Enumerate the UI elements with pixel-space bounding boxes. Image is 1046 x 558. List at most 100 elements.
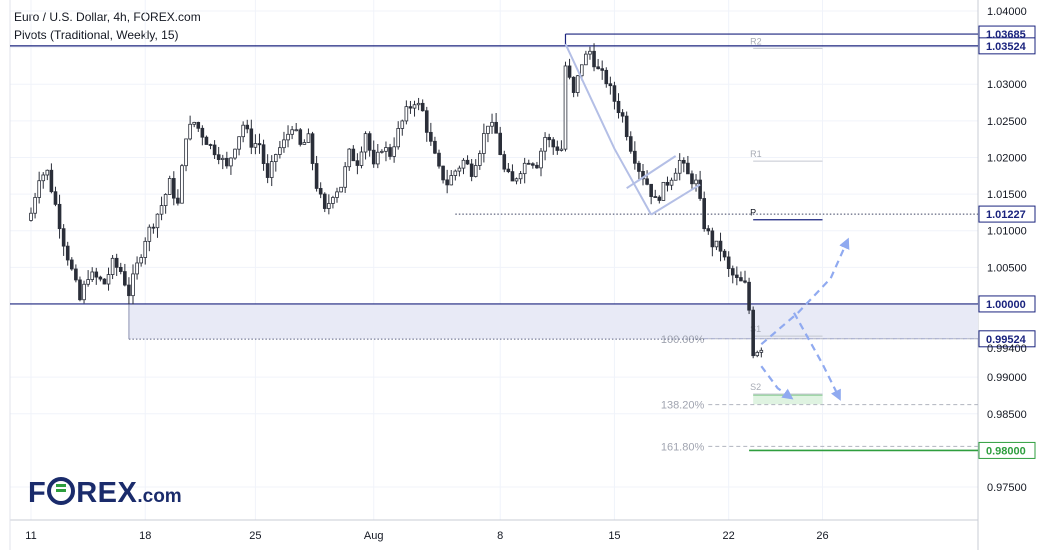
candle-body [641, 171, 645, 180]
candle [135, 256, 139, 280]
candle-body [388, 147, 392, 157]
candle [535, 161, 539, 169]
candle-body [249, 128, 254, 148]
candle-body [184, 138, 188, 167]
candle [139, 254, 143, 267]
last-price-label: 0.99400 [987, 343, 1027, 355]
candle [559, 140, 564, 152]
candle [510, 164, 515, 182]
candle [298, 128, 303, 147]
candle-body [273, 154, 278, 163]
candle-body [33, 197, 37, 214]
candle [604, 67, 609, 88]
candle-body [241, 124, 245, 138]
candle-body [139, 257, 143, 264]
candle-body [229, 157, 233, 167]
price-axis: 1.040001.035001.030001.025001.020001.015… [987, 6, 1027, 494]
candle [147, 224, 152, 252]
pivot-label: R1 [750, 149, 762, 159]
price-tick-label: 1.01500 [987, 189, 1027, 201]
candle-body [661, 181, 666, 201]
candle-body [310, 133, 315, 164]
candle-body [616, 100, 621, 114]
candle-body [416, 102, 421, 106]
candle-body [445, 179, 449, 186]
candle-body [628, 136, 633, 152]
time-tick-label: 25 [249, 530, 261, 542]
candle-body [123, 271, 127, 286]
candle-body [245, 124, 250, 130]
candle-body [739, 277, 743, 282]
candle-body [502, 154, 507, 170]
candle-body [306, 133, 311, 143]
candle [94, 267, 99, 285]
candle [273, 153, 278, 172]
price-badge-label: 1.00000 [986, 299, 1026, 311]
target-zone [753, 395, 823, 405]
candle-body [649, 183, 653, 197]
candle [388, 143, 392, 160]
key-levels [10, 33, 978, 452]
candle-body [608, 83, 613, 87]
candle-body [600, 68, 604, 71]
candle [649, 183, 653, 205]
candle-body [669, 179, 674, 186]
candle-body [755, 351, 760, 357]
candle [53, 186, 58, 207]
candle [477, 150, 482, 170]
candle [176, 189, 180, 206]
candle [531, 162, 535, 169]
pivot-label: R2 [750, 36, 762, 46]
candle [526, 159, 531, 165]
candle-body [163, 194, 168, 206]
candle [555, 140, 560, 155]
pivot-label: S2 [750, 382, 761, 392]
candles [29, 43, 764, 359]
pivot-label: P [750, 208, 756, 218]
candle-body [253, 143, 258, 148]
candle [269, 155, 274, 187]
candle [445, 169, 449, 194]
candle [61, 224, 66, 256]
fib-label: 138.20% [661, 400, 705, 412]
candle [302, 139, 307, 145]
candle-body [433, 140, 437, 154]
candle-body [167, 178, 172, 195]
candle-body [477, 153, 482, 166]
candle-body [506, 168, 511, 173]
candle [282, 131, 286, 153]
candle [343, 162, 347, 193]
candle [498, 126, 502, 156]
price-tick-label: 1.00500 [987, 262, 1027, 274]
candle [518, 171, 523, 184]
candle-body [514, 178, 519, 182]
candle [718, 232, 723, 262]
price-badge [978, 330, 1036, 348]
candle-body [159, 205, 164, 215]
candle [384, 141, 388, 162]
candle-body [682, 159, 686, 164]
candle [245, 119, 250, 134]
candle-body [429, 131, 433, 142]
candle [543, 132, 547, 161]
candle [596, 58, 600, 70]
candle-body [412, 104, 417, 109]
price-badges: 1.036851.035241.012271.000000.995240.980… [978, 25, 1036, 459]
candle [608, 76, 613, 95]
candle-body [396, 128, 400, 148]
candle-body [155, 213, 160, 229]
candle-body [196, 121, 201, 129]
candle-body [743, 280, 747, 283]
candle-body [151, 226, 156, 229]
pivot-levels: R2 R1 P S1 S2 [750, 36, 823, 395]
price-tick-label: 1.02500 [987, 116, 1027, 128]
price-tick-label: 0.98500 [987, 409, 1027, 421]
candle [396, 121, 400, 150]
candle [641, 163, 645, 186]
time-tick-label: Aug [364, 530, 384, 542]
candle [363, 131, 368, 160]
candle-body [282, 139, 286, 149]
candle [159, 196, 164, 221]
time-axis: 11 18 25 Aug 8 15 22 26 [25, 530, 828, 542]
